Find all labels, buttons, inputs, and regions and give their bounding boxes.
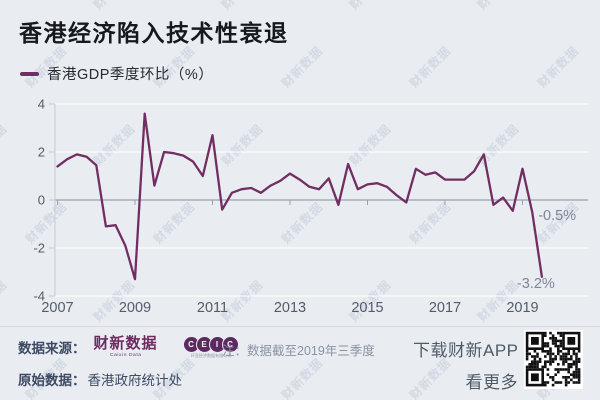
raw-data-row: 原始数据： 香港政府统计处 <box>18 369 182 389</box>
caixin-logo-cn: 财新数据 <box>93 335 158 352</box>
annotation-latest-minus-0-5: -0.5% <box>538 208 576 224</box>
legend-line-marker-icon <box>20 71 39 76</box>
y-axis-tick-label: 2 <box>38 145 45 160</box>
source-label: 数据来源： <box>18 341 86 356</box>
x-axis-tick-label: 2019 <box>506 300 538 316</box>
page-title: 香港经济陷入技术性衰退 <box>19 20 289 46</box>
gdp-qoq-line <box>56 112 544 281</box>
data-cutoff-note: 注：数据截至2019年三季度 <box>222 344 375 358</box>
x-axis-tick-label: 2015 <box>351 300 383 316</box>
x-axis-tick-label: 2009 <box>119 300 151 316</box>
x-axis-tick-label: 2017 <box>429 300 461 316</box>
x-axis-tick-label: 2011 <box>197 300 228 316</box>
legend-label: 香港GDP季度环比（%） <box>47 67 214 83</box>
y-axis-tick-label: -2 <box>33 241 45 256</box>
raw-data-label: 原始数据： <box>18 373 86 388</box>
caixin-data-logo: 财新数据 Caixin Data <box>94 336 158 361</box>
y-axis-tick-label: -4 <box>33 289 45 304</box>
y-axis-tick-label: 0 <box>38 193 45 208</box>
see-more-text: 看更多 <box>465 373 518 392</box>
annotation-latest-minus-3-2: -3.2% <box>517 276 555 292</box>
qr-code <box>524 330 583 389</box>
download-app-text: 下载财新APP <box>413 341 519 360</box>
ceic-letter-circle: C <box>221 336 239 353</box>
legend: 香港GDP季度环比（%） <box>20 63 213 84</box>
x-axis-tick-label: 2007 <box>41 300 73 316</box>
ceic-logo-tagline: 环亚经济数据有限公司 <box>190 353 231 359</box>
x-axis-tick-label: 2013 <box>274 300 306 316</box>
y-axis-tick-label: 4 <box>38 97 45 112</box>
raw-data-value: 香港政府统计处 <box>87 373 183 388</box>
caixin-logo-en: Caixin Data <box>109 351 142 357</box>
footer-divider <box>0 326 600 327</box>
